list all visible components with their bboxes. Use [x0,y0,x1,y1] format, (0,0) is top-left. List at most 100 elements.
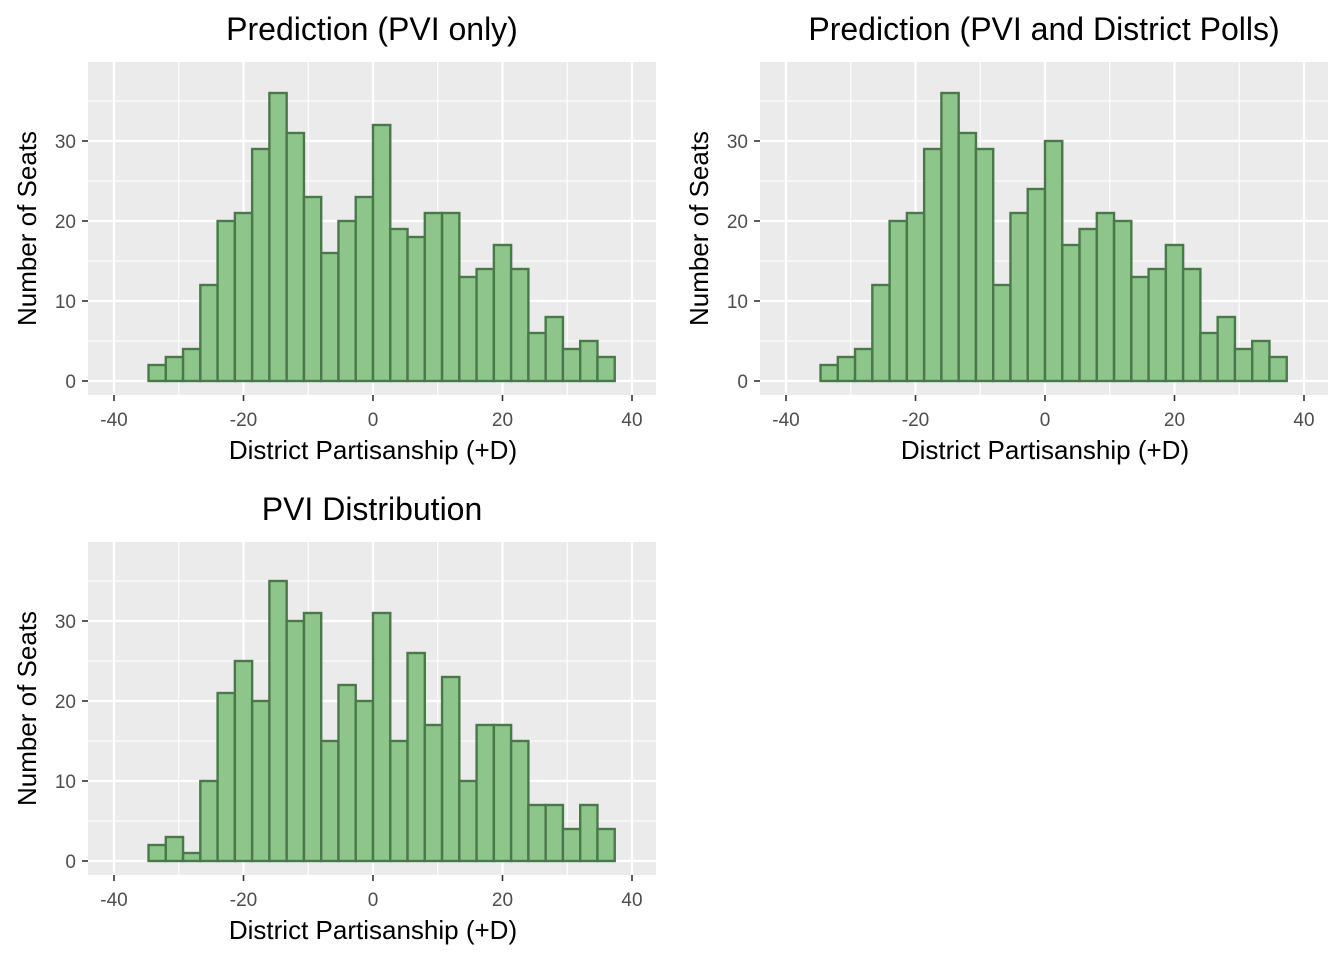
x-tick-label: 0 [368,890,379,911]
histogram-bar [406,235,426,383]
histogram-bar [1199,331,1219,383]
histogram-bar [1112,219,1133,383]
x-axis-title: District Partisanship (+D) [229,915,517,945]
histogram-bar [371,611,392,863]
histogram-bar [992,283,1012,383]
histogram-bar [1216,315,1237,383]
histogram-bar [354,195,375,383]
y-axis-title: Number of Seats [12,131,42,326]
x-tick-label: -20 [230,890,257,911]
histogram-bar [819,363,839,383]
histogram-bar [596,355,616,383]
histogram-bar [181,851,202,863]
histogram-bar [199,283,219,383]
histogram-bar [544,315,565,383]
histogram-bar [527,803,547,863]
histogram-bar [940,91,960,383]
histogram-bar [596,827,616,863]
histogram-bar [406,651,426,863]
y-tick-label: 0 [65,852,76,873]
histogram-bar [389,227,409,383]
histogram-bar [181,347,202,383]
histogram-bar [509,267,530,383]
histogram-bar [1250,339,1271,383]
histogram-bar [561,827,582,863]
histogram-bar [492,723,513,863]
y-axis-title: Number of Seats [12,611,42,806]
x-tick-label: 20 [492,410,513,431]
histogram-bar [922,147,943,383]
histogram-bar [1268,355,1288,383]
histogram-bar [458,779,478,863]
histogram-bar [285,619,306,863]
histogram-bar [1043,139,1064,383]
x-tick-label: -20 [902,410,929,431]
x-tick-label: -40 [100,410,127,431]
histogram-bar [1181,267,1202,383]
x-axis-title: District Partisanship (+D) [901,435,1189,465]
histogram-bar [1095,211,1116,383]
x-tick-label: 0 [368,410,379,431]
histogram-bar [216,219,237,383]
y-tick-label: 30 [727,132,748,153]
histogram-bar [285,131,306,383]
histogram-bar [302,195,323,383]
y-tick-label: 20 [55,692,76,713]
y-tick-label: 30 [55,612,76,633]
histogram-bar [337,683,357,863]
histogram-bar [371,123,392,383]
y-tick-label: 0 [737,372,748,393]
histogram-bar [250,699,271,863]
histogram-bar [905,211,926,383]
histogram-bar [354,699,375,863]
y-tick-label: 20 [727,212,748,233]
histogram-bar [302,611,323,863]
chart-title: PVI Distribution [262,491,483,527]
histogram-bar [164,835,185,863]
histogram-bar [1009,211,1029,383]
histogram-bar [888,219,909,383]
x-tick-label: -40 [772,410,799,431]
chart-panel-2: -40 -20 0 20 40 0 10 20 30 Prediction (PVI and Di… [684,11,1328,465]
histogram-bar [320,251,340,383]
chart-title: Prediction (PVI and District Polls) [808,11,1279,47]
histogram-bar [475,723,496,863]
x-tick-label: 0 [1040,410,1051,431]
x-tick-label: 40 [621,890,642,911]
histogram-bar [268,579,288,863]
x-tick-label: 20 [1164,410,1185,431]
histogram-bar [440,675,461,863]
histogram-bar [1164,243,1185,383]
histogram-bar [1233,347,1254,383]
x-tick-label: -40 [100,890,127,911]
histogram-bar [458,275,478,383]
histogram-bar [423,211,444,383]
histogram-bar [320,739,340,863]
x-tick-label: 40 [621,410,642,431]
histogram-bar [527,331,547,383]
y-tick-label: 30 [55,132,76,153]
histogram-bar [544,803,565,863]
histogram-bar [440,211,461,383]
histogram-bar [147,363,168,383]
histogram-bar [233,211,254,383]
x-axis-title: District Partisanship (+D) [229,435,517,465]
histogram-bar [871,283,891,383]
histogram-bar [957,131,978,383]
x-tick-label: 40 [1293,410,1314,431]
y-tick-label: 10 [55,772,76,793]
histogram-bar [509,739,530,863]
y-tick-label: 0 [65,372,76,393]
histogram-bar [199,779,219,863]
histogram-bar [836,355,857,383]
y-tick-label: 10 [55,292,76,313]
x-tick-label: -20 [230,410,257,431]
histogram-bar [974,147,995,383]
histogram-bar [579,339,599,383]
histogram-bar [337,219,357,383]
chart-panel-1: -40 -20 0 20 40 0 10 20 30 Prediction (PVI only) D… [12,11,656,465]
chart-panel-3: -40 -20 0 20 40 0 10 20 30 PVI Distribution Distri… [12,491,656,945]
y-tick-label: 10 [727,292,748,313]
y-axis-title: Number of Seats [684,131,714,326]
